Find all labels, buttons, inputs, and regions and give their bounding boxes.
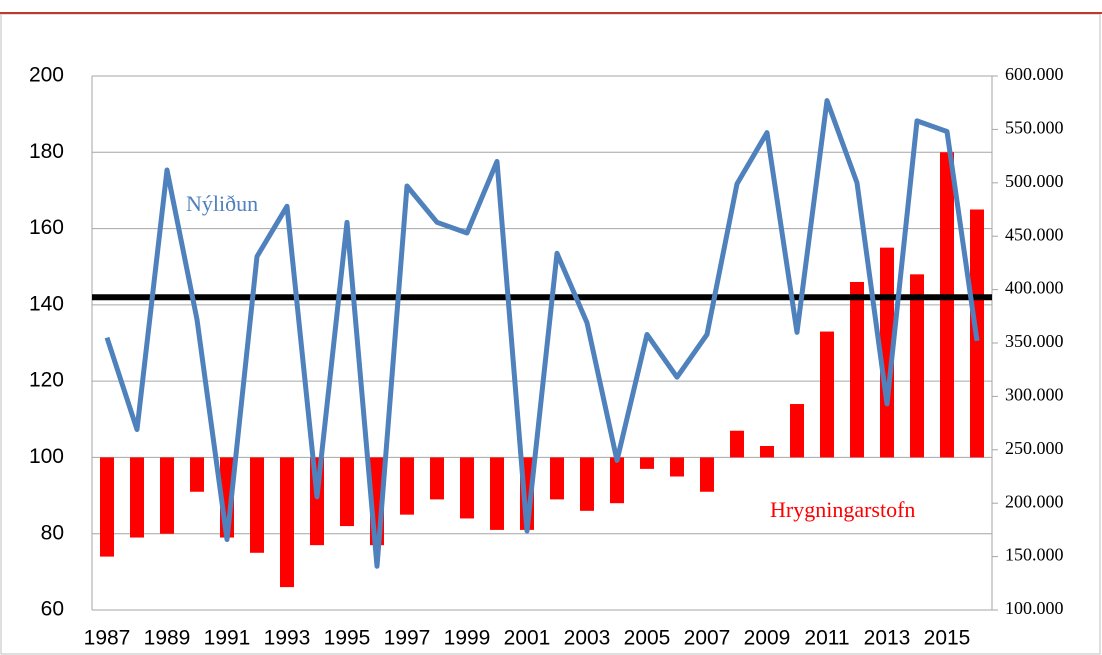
series-label: Hrygningarstofn: [770, 497, 915, 522]
series-label: Nýliðun: [186, 191, 258, 216]
bar: [850, 281, 864, 458]
x-tick-label: 1997: [384, 627, 431, 650]
bar: [160, 457, 174, 534]
y-tick-label: 80: [41, 521, 64, 544]
y-tick-label: 60: [41, 598, 64, 621]
x-tick-label: 1989: [144, 627, 191, 650]
bar: [100, 457, 114, 557]
y2-tick-label: 350.000: [1005, 331, 1064, 351]
x-tick-label: 1993: [264, 627, 311, 650]
y2-tick-label: 250.000: [1005, 438, 1064, 458]
y-tick-label: 180: [29, 140, 64, 163]
bar: [910, 274, 924, 458]
y2-tick-label: 200.000: [1005, 491, 1064, 511]
bar: [730, 430, 744, 458]
line: [104, 98, 980, 569]
y2-tick-label: 100.000: [1005, 598, 1064, 618]
x-tick-label: 2005: [624, 627, 671, 650]
bar: [400, 457, 414, 515]
x-tick-label: 1999: [444, 627, 491, 650]
x-tick-label: 1987: [84, 627, 131, 650]
y2-tick-label: 300.000: [1005, 385, 1064, 405]
y2-tick-label: 600.000: [1005, 64, 1064, 84]
y2-tick-label: 550.000: [1005, 118, 1064, 138]
bar: [940, 152, 954, 458]
x-tick-label: 1995: [324, 627, 371, 650]
bar: [580, 457, 594, 511]
bar: [820, 331, 834, 458]
bar: [250, 457, 264, 553]
x-tick-label: 2013: [864, 627, 911, 650]
y-tick-label: 100: [29, 445, 64, 468]
x-tick-label: 2015: [924, 627, 971, 650]
bar: [700, 457, 714, 492]
y2-tick-label: 150.000: [1005, 545, 1064, 565]
y-tick-label: 120: [29, 369, 64, 392]
bar: [610, 457, 624, 504]
y-tick-label: 140: [29, 292, 64, 315]
bar: [430, 457, 444, 500]
bar: [190, 457, 204, 492]
y-tick-label: 200: [29, 64, 64, 87]
y2-tick-label: 500.000: [1005, 171, 1064, 191]
x-tick-label: 1991: [204, 627, 251, 650]
y2-tick-label: 450.000: [1005, 224, 1064, 244]
x-tick-label: 2001: [504, 627, 551, 650]
x-tick-label: 2003: [564, 627, 611, 650]
bar: [460, 457, 474, 519]
x-tick-label: 2011: [804, 627, 849, 650]
bar: [550, 457, 564, 500]
bar: [280, 457, 294, 588]
bar: [490, 457, 504, 530]
y2-tick-label: 400.000: [1005, 278, 1064, 298]
bar: [340, 457, 354, 527]
bar: [640, 457, 654, 469]
bar: [760, 445, 774, 458]
bar: [670, 457, 684, 477]
bar: [130, 457, 144, 538]
bar: [790, 404, 804, 458]
x-tick-label: 2007: [684, 627, 731, 650]
x-tick-label: 2009: [744, 627, 791, 650]
y-tick-label: 160: [29, 216, 64, 239]
